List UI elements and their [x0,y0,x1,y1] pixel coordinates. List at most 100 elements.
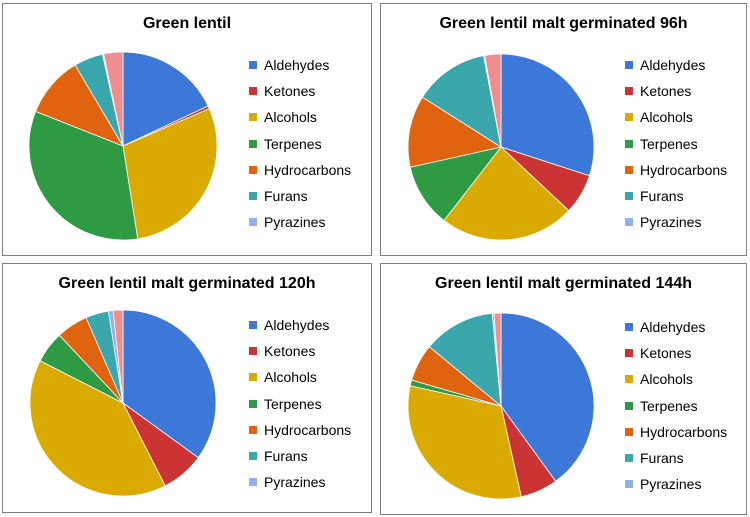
legend-item-furans: Furans [249,443,351,469]
legend-label: Furans [640,188,684,205]
legend-item-pyrazines: Pyrazines [625,471,727,497]
legend-label: Hydrocarbons [640,423,728,440]
legend-item-hydrocarbons: Hydrocarbons [249,417,351,443]
legend-item-terpenes: Terpenes [249,391,351,417]
legend-label: Aldehydes [640,319,706,336]
chart-title: Green lentil malt germinated 144h [435,275,692,292]
chart-panel-green-lentil: Green lentil Aldehydes Ketones Alcohols Ter… [2,3,372,256]
pie-slice-furans [428,313,502,407]
pie-slice-aldehydes [500,312,595,482]
chart-legend: Aldehydes Ketones Alcohols Terpenes Hydrocar… [249,52,351,235]
legend-swatch [625,139,633,148]
pie-chart [28,51,218,241]
legend-label: Ketones [640,83,692,100]
legend-item-ketones: Ketones [625,340,727,366]
legend-item-furans: Furans [625,445,727,471]
pie-slice-aldehydes [122,51,209,147]
legend-label: Terpenes [264,395,322,412]
legend-label: Alcohols [264,369,317,386]
pie-chart [29,309,217,497]
legend-swatch [625,218,633,227]
legend-item-alcohols: Alcohols [249,364,351,390]
legend-label: Hydrocarbons [264,421,352,438]
legend-item-ketones: Ketones [625,78,727,104]
legend-swatch [249,478,257,487]
legend-swatch [249,399,257,408]
legend-label: Alcohols [640,109,693,126]
legend-swatch [625,87,633,96]
legend-label: Ketones [264,83,316,100]
legend-item-terpenes: Terpenes [625,131,727,157]
legend-item-furans: Furans [249,183,351,209]
legend-item-hydrocarbons: Hydrocarbons [625,419,727,445]
legend-label: Hydrocarbons [640,161,728,178]
legend-label: Furans [264,188,308,205]
legend-swatch [249,61,257,70]
legend-item-pyrazines: Pyrazines [249,469,351,495]
legend-label: Terpenes [640,135,698,152]
legend-swatch [625,427,633,436]
legend-label: Alcohols [264,109,317,126]
legend-item-aldehydes: Aldehydes [625,52,727,78]
legend-item-ketones: Ketones [249,338,351,364]
chart-title: Green lentil malt germinated 96h [439,15,688,32]
legend-label: Aldehydes [264,57,330,74]
legend-label: Pyrazines [640,214,702,231]
pie-slice-aldehydes [500,53,595,177]
legend-label: Terpenes [264,135,322,152]
legend-label: Hydrocarbons [264,161,352,178]
pie-slice-other [103,51,124,147]
legend-item-hydrocarbons: Hydrocarbons [249,157,351,183]
legend-label: Furans [264,448,308,465]
legend-label: Alcohols [640,371,693,388]
pie-chart [407,53,595,241]
legend-item-aldehydes: Aldehydes [249,52,351,78]
legend-label: Ketones [640,345,692,362]
legend-swatch [249,139,257,148]
legend-swatch [625,375,633,384]
legend-label: Pyrazines [264,214,326,231]
chart-title: Green lentil malt germinated 120h [58,275,316,292]
legend-label: Pyrazines [640,476,702,493]
legend-swatch [625,401,633,410]
pie-chart [407,312,595,500]
legend-swatch [249,192,257,201]
pie-slice-other [484,53,502,148]
legend-item-furans: Furans [625,183,727,209]
legend-label: Aldehydes [640,57,706,74]
legend-swatch [625,61,633,70]
legend-item-alcohols: Alcohols [249,104,351,130]
chart-legend: Aldehydes Ketones Alcohols Terpenes Hydrocar… [625,314,727,497]
legend-swatch [249,347,257,356]
chart-legend: Aldehydes Ketones Alcohols Terpenes Hydrocar… [625,52,727,235]
legend-swatch [249,321,257,330]
pie-slice-alcohols [122,108,218,240]
legend-swatch [625,165,633,174]
pie-slice-alcohols [29,360,166,497]
legend-swatch [249,87,257,96]
legend-swatch [249,218,257,227]
legend-swatch [625,480,633,489]
pie-slice-alcohols [443,146,570,241]
legend-item-alcohols: Alcohols [625,104,727,130]
chart-legend: Aldehydes Ketones Alcohols Terpenes Hydrocar… [249,312,351,495]
pie-slice-hydrocarbons [407,96,502,168]
legend-item-hydrocarbons: Hydrocarbons [625,157,727,183]
legend-swatch [249,113,257,122]
legend-swatch [625,113,633,122]
pie-slice-other [112,309,124,404]
legend-item-aldehydes: Aldehydes [249,312,351,338]
legend-label: Ketones [264,343,316,360]
legend-swatch [625,454,633,463]
legend-swatch [249,373,257,382]
pie-slice-alcohols [407,385,522,500]
legend-item-terpenes: Terpenes [249,131,351,157]
legend-swatch [249,425,257,434]
pie-slice-furans [422,55,502,148]
legend-label: Pyrazines [264,474,326,491]
legend-item-pyrazines: Pyrazines [625,209,727,235]
pie-slice-aldehydes [122,309,217,459]
legend-swatch [249,452,257,461]
legend-label: Aldehydes [264,317,330,334]
legend-item-aldehydes: Aldehydes [625,314,727,340]
